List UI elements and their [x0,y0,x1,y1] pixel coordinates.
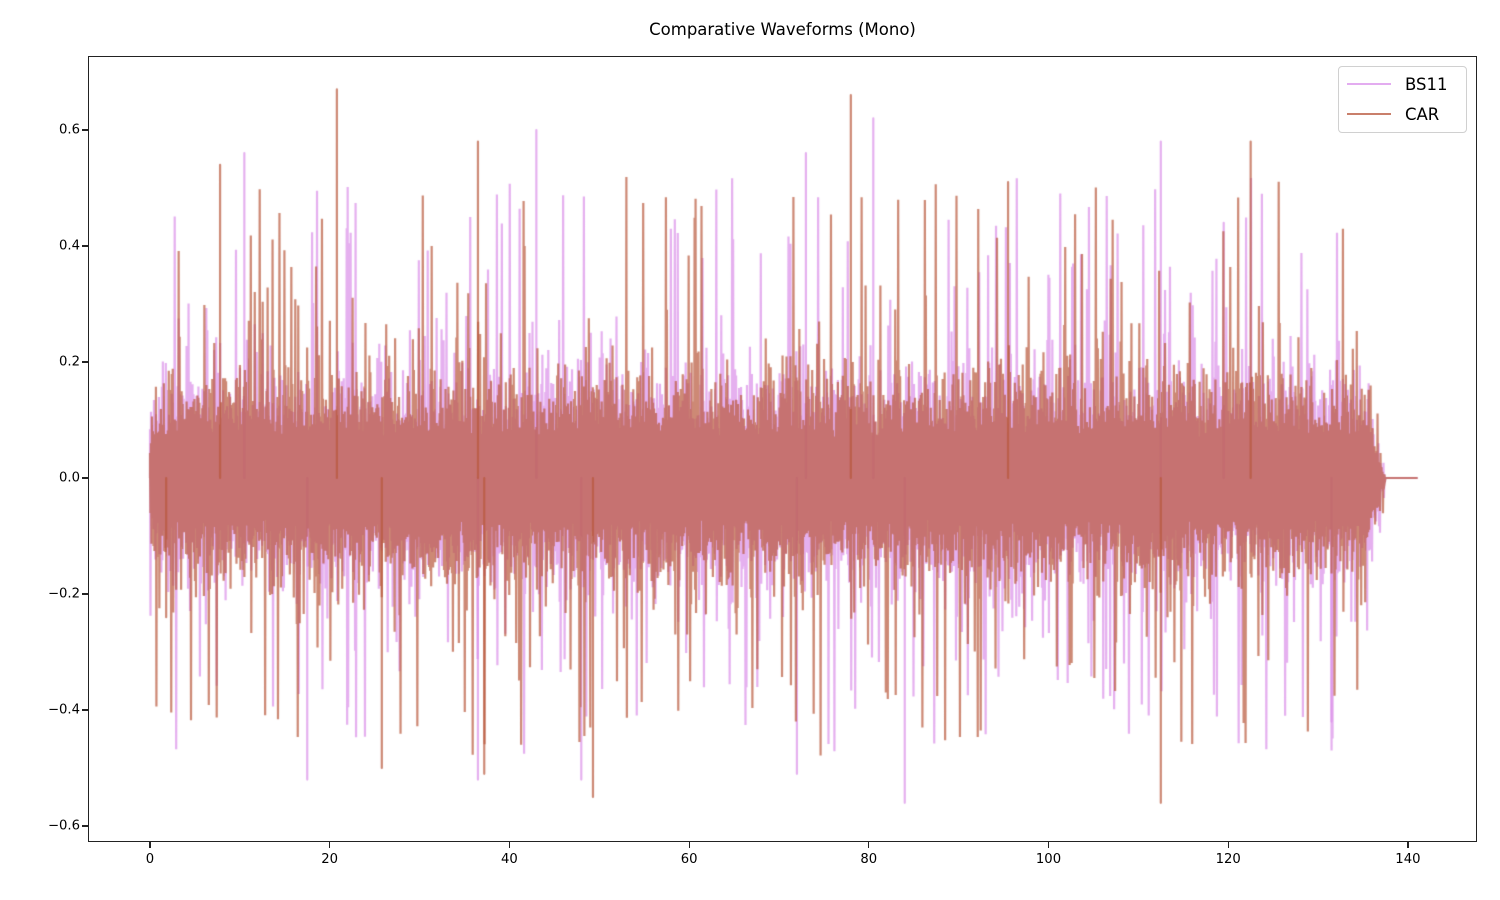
y-tick-label: 0.0 [59,470,80,486]
x-tick-label: 80 [860,852,878,867]
x-tick-label: 100 [1035,852,1062,867]
legend-swatch-car [1347,113,1391,115]
y-tick [82,129,88,131]
x-tick-label: 0 [145,852,155,867]
x-tick-label: 120 [1215,852,1241,867]
y-tick [82,709,88,711]
x-tick-label: 140 [1395,852,1421,867]
legend-label-car: CAR [1405,104,1440,124]
x-tick-label: 40 [501,852,518,867]
x-tick [329,842,331,848]
x-tick-label: 60 [680,852,698,867]
x-tick [1047,842,1050,848]
x-tick [868,842,870,848]
legend-swatch-bs11 [1347,83,1391,85]
y-tick [82,361,88,363]
legend: BS11 CAR [1338,66,1467,133]
legend-label-bs11: BS11 [1405,74,1448,94]
x-tick [1227,842,1229,848]
y-tick [82,825,88,827]
y-tick-label: 0.6 [59,122,80,138]
x-tick [688,842,690,848]
y-tick-label: −0.2 [47,586,80,602]
x-tick [1407,842,1409,848]
y-tick-label: −0.4 [47,702,80,718]
axes-frame [88,56,1477,842]
x-tick [508,842,511,848]
y-tick [82,245,88,247]
legend-item-bs11: BS11 [1347,74,1448,94]
x-tick [149,842,151,848]
waveform-plot-area [88,56,1477,842]
y-tick [82,593,88,595]
y-tick-label: −0.6 [47,818,80,834]
y-tick-label: 0.4 [59,238,80,254]
x-tick-label: 20 [321,852,339,867]
legend-item-car: CAR [1347,104,1439,124]
y-tick [82,477,88,479]
chart-title: Comparative Waveforms (Mono) [649,20,916,39]
y-tick-label: 0.2 [59,354,80,370]
